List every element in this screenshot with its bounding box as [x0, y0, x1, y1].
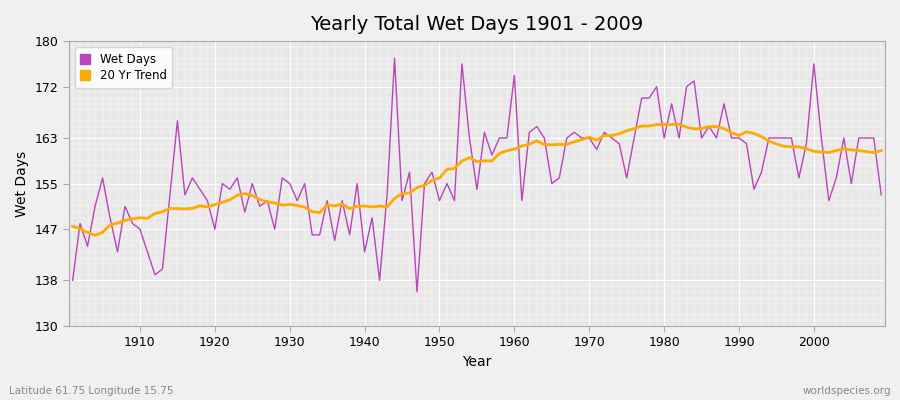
20 Yr Trend [607, 133, 617, 138]
20 Yr Trend [300, 205, 310, 210]
Wet Days [524, 130, 535, 135]
20 Yr Trend [674, 122, 685, 127]
20 Yr Trend [517, 144, 527, 148]
X-axis label: Year: Year [463, 355, 491, 369]
20 Yr Trend [135, 215, 146, 220]
Wet Days [614, 141, 625, 146]
Legend: Wet Days, 20 Yr Trend: Wet Days, 20 Yr Trend [75, 47, 173, 88]
20 Yr Trend [68, 224, 78, 229]
Wet Days [517, 198, 527, 203]
Wet Days [68, 278, 78, 283]
Y-axis label: Wet Days: Wet Days [15, 150, 29, 217]
Wet Days [876, 192, 886, 197]
Text: Latitude 61.75 Longitude 15.75: Latitude 61.75 Longitude 15.75 [9, 386, 174, 396]
Title: Yearly Total Wet Days 1901 - 2009: Yearly Total Wet Days 1901 - 2009 [310, 15, 644, 34]
Wet Days [127, 221, 138, 226]
Line: 20 Yr Trend: 20 Yr Trend [73, 124, 881, 235]
Line: Wet Days: Wet Days [73, 58, 881, 292]
Wet Days [389, 56, 400, 61]
20 Yr Trend [509, 147, 520, 152]
20 Yr Trend [876, 148, 886, 153]
Text: worldspecies.org: worldspecies.org [803, 386, 891, 396]
Wet Days [292, 198, 302, 203]
Wet Days [337, 198, 347, 203]
20 Yr Trend [344, 206, 355, 211]
Wet Days [411, 290, 422, 294]
20 Yr Trend [90, 233, 101, 238]
